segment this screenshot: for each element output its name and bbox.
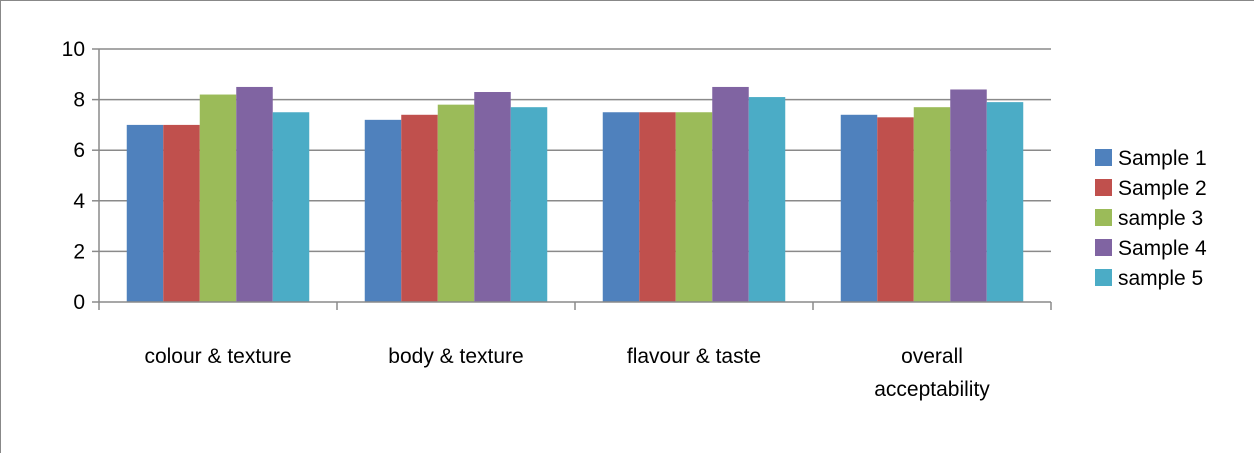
bar-3-3 (675, 112, 713, 302)
legend-label: Sample 4 (1118, 237, 1207, 260)
bars (126, 86, 1024, 303)
legend-label: Sample 2 (1118, 177, 1207, 200)
bar-2-2 (401, 114, 438, 302)
bar-5-2 (510, 107, 548, 302)
category-label: colour & texture (144, 345, 291, 368)
y-tick-label: 8 (73, 89, 85, 112)
bar-5-3 (748, 97, 786, 302)
bar-4-3 (712, 86, 749, 302)
axes (92, 48, 1052, 310)
bar-2-4 (877, 117, 914, 302)
legend-swatch (1095, 239, 1112, 256)
bar-1-2 (364, 119, 402, 302)
bar-3-2 (437, 104, 475, 302)
bar-3-4 (913, 107, 951, 302)
legend-label: sample 5 (1118, 267, 1203, 290)
legend-swatch (1095, 179, 1112, 196)
bar-5-1 (272, 112, 310, 302)
legend-label: Sample 1 (1118, 147, 1207, 170)
bar-3-1 (199, 94, 237, 302)
bar-2-1 (163, 124, 200, 303)
legend-swatch (1095, 269, 1112, 286)
y-tick-label: 6 (73, 139, 85, 162)
category-label: flavour & taste (627, 345, 761, 368)
bar-2-3 (639, 112, 676, 302)
y-tick-label: 10 (62, 38, 85, 61)
y-tick-label: 2 (73, 240, 85, 263)
bar-4-1 (236, 86, 273, 302)
y-tick-label: 4 (73, 190, 85, 213)
category-label: body & texture (388, 345, 523, 368)
category-label: overall acceptability (874, 345, 990, 401)
bar-1-1 (126, 124, 164, 303)
labels: 0 2 4 6 8 10 colour & texture body & texture fla… (62, 38, 991, 401)
legend-swatch (1095, 209, 1112, 226)
y-tick-label: 0 (73, 291, 85, 314)
bar-4-2 (474, 92, 511, 302)
bar-5-4 (986, 102, 1024, 302)
legend-label: sample 3 (1118, 207, 1203, 230)
bar-1-4 (840, 114, 878, 302)
bar-4-4 (950, 89, 987, 302)
legend-swatch (1095, 149, 1112, 166)
bar-1-3 (602, 112, 640, 302)
legend: Sample 1 Sample 2 sample 3 Sample 4 sample 5 (1095, 147, 1207, 290)
